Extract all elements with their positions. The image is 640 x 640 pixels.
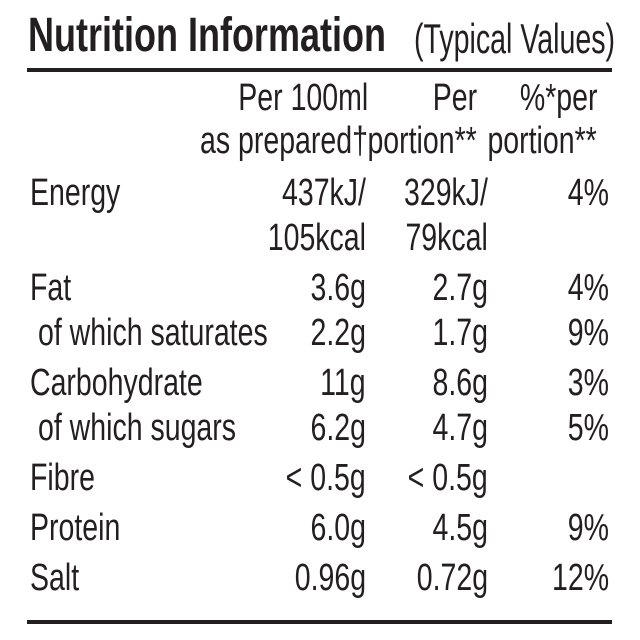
row-per100-value: 2.2g bbox=[310, 312, 366, 354]
column-header-pct-line1: %*per bbox=[519, 77, 597, 119]
column-header-row-1: Per 100ml Per %*per bbox=[0, 76, 640, 121]
row-portion-value: 329kJ/ bbox=[404, 172, 488, 214]
row-portion-value: 4.7g bbox=[432, 407, 488, 449]
row-pct-value: 12% bbox=[551, 557, 609, 599]
row-label: Salt bbox=[30, 557, 80, 599]
row-portion-value: 4.5g bbox=[432, 507, 488, 549]
row-pct-value: 4% bbox=[567, 172, 609, 214]
row-portion-value: 2.7g bbox=[432, 267, 488, 309]
top-divider bbox=[27, 68, 612, 72]
page-subtitle: (Typical Values) bbox=[414, 15, 616, 62]
column-header-row-2: as prepared† portion** portion** bbox=[0, 119, 640, 164]
row-pct-value: 5% bbox=[567, 407, 609, 449]
column-header-portion-line1: Per bbox=[432, 77, 477, 119]
row-per100-value: 105kcal bbox=[267, 217, 366, 259]
row-pct-value: 9% bbox=[567, 507, 609, 549]
page-title: Nutrition Information bbox=[28, 9, 386, 62]
column-header-per100-line2: as prepared† bbox=[200, 120, 368, 162]
column-header-portion-line2: portion** bbox=[367, 120, 477, 162]
row-per100-value: 437kJ/ bbox=[282, 172, 366, 214]
table-row-fibre: Fibre < 0.5g < 0.5g bbox=[0, 456, 640, 501]
bottom-divider bbox=[27, 620, 612, 624]
row-per100-value: 6.2g bbox=[310, 407, 366, 449]
row-label: of which sugars bbox=[38, 407, 237, 449]
table-row-salt: Salt 0.96g 0.72g 12% bbox=[0, 556, 640, 601]
row-portion-value: 79kcal bbox=[405, 217, 488, 259]
row-label: Fat bbox=[30, 267, 72, 309]
row-per100-value: < 0.5g bbox=[285, 457, 366, 499]
table-row-saturates: of which saturates 2.2g 1.7g 9% bbox=[0, 311, 640, 356]
column-header-per100-line1: Per 100ml bbox=[238, 77, 368, 119]
row-label: Protein bbox=[30, 507, 121, 549]
row-per100-value: 0.96g bbox=[294, 557, 366, 599]
row-pct-value: 4% bbox=[567, 267, 609, 309]
table-row-carbohydrate: Carbohydrate 11g 8.6g 3% bbox=[0, 361, 640, 406]
row-per100-value: 3.6g bbox=[310, 267, 366, 309]
row-portion-value: 8.6g bbox=[432, 362, 488, 404]
row-portion-value: < 0.5g bbox=[407, 457, 488, 499]
column-header-pct-line2: portion** bbox=[487, 120, 597, 162]
row-label: Fibre bbox=[30, 457, 95, 499]
table-row-fat: Fat 3.6g 2.7g 4% bbox=[0, 266, 640, 311]
row-portion-value: 1.7g bbox=[432, 312, 488, 354]
table-row-energy: Energy 437kJ/ 329kJ/ 4% bbox=[0, 171, 640, 216]
row-per100-value: 11g bbox=[320, 362, 366, 404]
row-label: Carbohydrate bbox=[30, 362, 203, 404]
row-portion-value: 0.72g bbox=[416, 557, 488, 599]
table-row-protein: Protein 6.0g 4.5g 9% bbox=[0, 506, 640, 551]
row-pct-value: 3% bbox=[567, 362, 609, 404]
table-row-sugars: of which sugars 6.2g 4.7g 5% bbox=[0, 406, 640, 451]
row-label: Energy bbox=[30, 172, 121, 214]
row-label: of which saturates bbox=[38, 312, 268, 354]
table-row-energy-kcal: 105kcal 79kcal bbox=[0, 216, 640, 261]
row-pct-value: 9% bbox=[567, 312, 609, 354]
row-per100-value: 6.0g bbox=[310, 507, 366, 549]
